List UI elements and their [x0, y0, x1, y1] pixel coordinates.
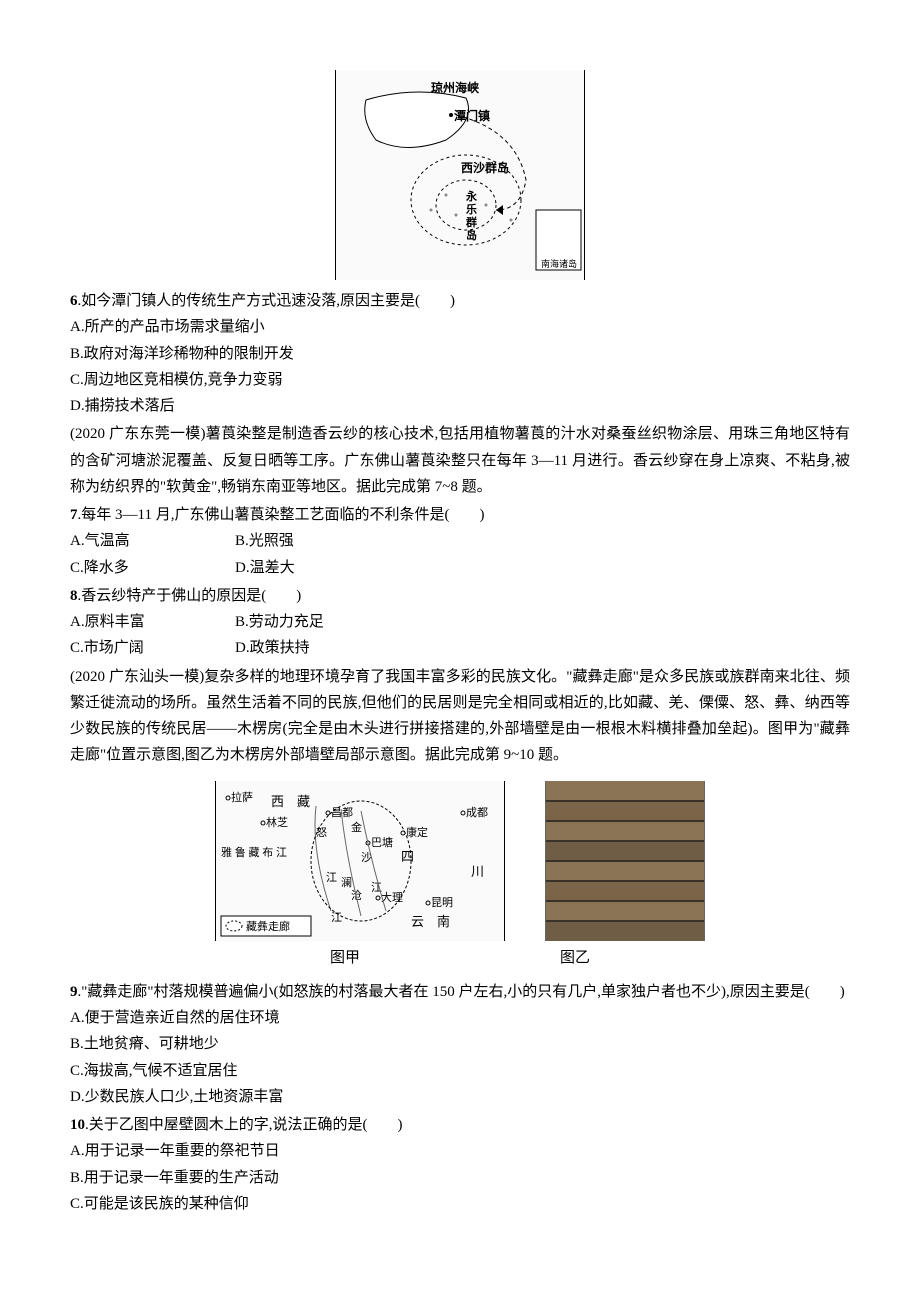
- svg-text:大理: 大理: [381, 890, 403, 904]
- map-svg-1: 琼州海峡 潭门镇 西沙群岛 永 乐 群 岛 南海诸岛: [336, 70, 584, 280]
- svg-text:昆明: 昆明: [431, 896, 453, 909]
- q7-options-row1: A.气温高 B.光照强: [70, 528, 850, 554]
- svg-text:潭门镇: 潭门镇: [454, 108, 490, 123]
- q7-options-row2: C.降水多 D.温差大: [70, 555, 850, 581]
- q10-option-a: A.用于记录一年重要的祭祀节日: [70, 1138, 850, 1164]
- question-9: 9."藏彝走廊"村落规模普遍偏小(如怒族的村落最大者在 150 户左右,小的只有…: [70, 979, 850, 1110]
- q6-option-c: C.周边地区竞相模仿,竞争力变弱: [70, 367, 850, 393]
- q10-stem: .关于乙图中屋壁圆木上的字,说法正确的是( ): [85, 1117, 403, 1133]
- svg-text:沧: 沧: [351, 888, 362, 902]
- svg-text:澜: 澜: [341, 875, 352, 889]
- q9-option-c: C.海拔高,气候不适宜居住: [70, 1058, 850, 1084]
- q7-stem: .每年 3—11 月,广东佛山薯莨染整工艺面临的不利条件是( ): [78, 507, 485, 523]
- svg-text:四: 四: [401, 849, 414, 864]
- q6-number: 6: [70, 293, 78, 309]
- wood-svg: [546, 781, 704, 941]
- caption-jia: 图甲: [330, 945, 360, 971]
- figure-2-yi-wrap: [545, 781, 705, 941]
- caption-yi: 图乙: [560, 945, 590, 971]
- q7-number: 7: [70, 507, 78, 523]
- q8-option-c: C.市场广阔: [70, 635, 235, 661]
- svg-text:巴塘: 巴塘: [371, 835, 393, 849]
- q10-option-b: B.用于记录一年重要的生产活动: [70, 1165, 850, 1191]
- q8-options-row2: C.市场广阔 D.政策扶持: [70, 635, 850, 661]
- q8-option-b: B.劳动力充足: [235, 609, 400, 635]
- map-svg-2: 拉萨 西 藏 林芝 昌都 怒 金 巴塘 沙 康定 四 成都 川 雅 鲁 藏 布 …: [216, 781, 504, 941]
- figure-2-img-yi: [545, 781, 705, 941]
- figure-1-map: 琼州海峡 潭门镇 西沙群岛 永 乐 群 岛 南海诸岛: [335, 70, 585, 280]
- svg-text:雅 鲁 藏 布 江: 雅 鲁 藏 布 江: [221, 845, 287, 859]
- svg-text:琼州海峡: 琼州海峡: [431, 80, 479, 95]
- svg-text:拉萨: 拉萨: [231, 790, 253, 804]
- q10-option-c: C.可能是该民族的某种信仰: [70, 1191, 850, 1217]
- q6-option-d: D.捕捞技术落后: [70, 393, 850, 419]
- svg-text:江: 江: [326, 871, 337, 884]
- figure-1-container: 琼州海峡 潭门镇 西沙群岛 永 乐 群 岛 南海诸岛: [70, 70, 850, 280]
- q9-option-a: A.便于营造亲近自然的居住环境: [70, 1005, 850, 1031]
- q10-number: 10: [70, 1117, 85, 1133]
- question-8: 8.香云纱特产于佛山的原因是( ) A.原料丰富 B.劳动力充足 C.市场广阔 …: [70, 583, 850, 662]
- figure-2-container: 拉萨 西 藏 林芝 昌都 怒 金 巴塘 沙 康定 四 成都 川 雅 鲁 藏 布 …: [70, 781, 850, 941]
- svg-text:云 南: 云 南: [411, 914, 450, 929]
- question-10: 10.关于乙图中屋壁圆木上的字,说法正确的是( ) A.用于记录一年重要的祭祀节…: [70, 1112, 850, 1217]
- svg-text:藏彝走廊: 藏彝走廊: [246, 919, 290, 933]
- q8-option-d: D.政策扶持: [235, 635, 400, 661]
- svg-text:岛: 岛: [466, 228, 477, 242]
- question-7: 7.每年 3—11 月,广东佛山薯莨染整工艺面临的不利条件是( ) A.气温高 …: [70, 502, 850, 581]
- svg-text:永: 永: [465, 189, 478, 203]
- svg-text:乐: 乐: [466, 202, 477, 216]
- question-6: 6.如今潭门镇人的传统生产方式迅速没落,原因主要是( ) A.所产的产品市场需求…: [70, 288, 850, 419]
- svg-text:康定: 康定: [406, 825, 428, 839]
- q9-number: 9: [70, 984, 78, 1000]
- svg-text:西 藏: 西 藏: [271, 794, 310, 809]
- q9-option-d: D.少数民族人口少,土地资源丰富: [70, 1084, 850, 1110]
- svg-text:西沙群岛: 西沙群岛: [461, 160, 509, 175]
- svg-text:川: 川: [471, 864, 484, 879]
- figure-2-captions: 图甲 图乙: [70, 945, 850, 971]
- q7-option-a: A.气温高: [70, 528, 235, 554]
- q8-option-a: A.原料丰富: [70, 609, 235, 635]
- svg-text:金: 金: [351, 820, 362, 834]
- svg-text:群: 群: [465, 215, 477, 229]
- passage-7-8: (2020 广东东莞一模)薯莨染整是制造香云纱的核心技术,包括用植物薯莨的汁水对…: [70, 421, 850, 500]
- q6-stem: .如今潭门镇人的传统生产方式迅速没落,原因主要是( ): [78, 293, 456, 309]
- q8-options-row1: A.原料丰富 B.劳动力充足: [70, 609, 850, 635]
- q6-option-b: B.政府对海洋珍稀物种的限制开发: [70, 341, 850, 367]
- q7-option-b: B.光照强: [235, 528, 400, 554]
- q6-option-a: A.所产的产品市场需求量缩小: [70, 314, 850, 340]
- q8-number: 8: [70, 588, 78, 604]
- q8-stem: .香云纱特产于佛山的原因是( ): [78, 588, 302, 604]
- figure-2-jia-wrap: 拉萨 西 藏 林芝 昌都 怒 金 巴塘 沙 康定 四 成都 川 雅 鲁 藏 布 …: [215, 781, 505, 941]
- figure-2-map-jia: 拉萨 西 藏 林芝 昌都 怒 金 巴塘 沙 康定 四 成都 川 雅 鲁 藏 布 …: [215, 781, 505, 941]
- q7-option-c: C.降水多: [70, 555, 235, 581]
- svg-text:成都: 成都: [466, 806, 488, 819]
- passage-9-10: (2020 广东汕头一模)复杂多样的地理环境孕育了我国丰富多彩的民族文化。"藏彝…: [70, 664, 850, 769]
- q9-option-b: B.土地贫瘠、可耕地少: [70, 1031, 850, 1057]
- svg-text:林芝: 林芝: [266, 815, 288, 829]
- q9-stem: ."藏彝走廊"村落规模普遍偏小(如怒族的村落最大者在 150 户左右,小的只有几…: [78, 984, 845, 1000]
- svg-text:南海诸岛: 南海诸岛: [541, 258, 577, 269]
- q7-option-d: D.温差大: [235, 555, 400, 581]
